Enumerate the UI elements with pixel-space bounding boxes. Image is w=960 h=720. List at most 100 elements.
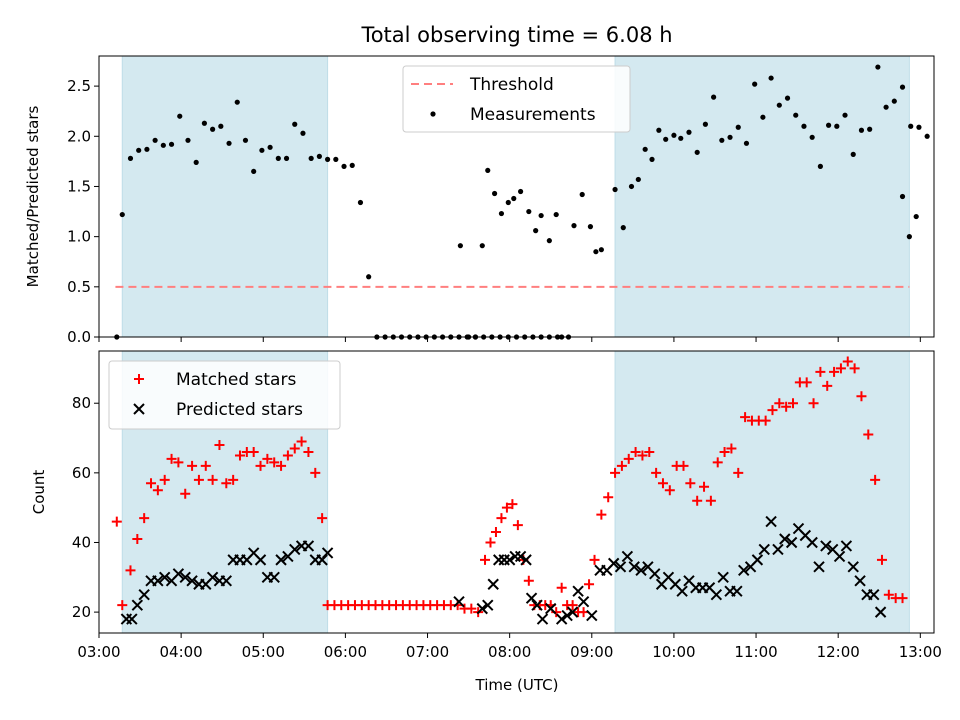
predicted-star-point bbox=[453, 595, 465, 608]
matched-star-point bbox=[132, 534, 143, 544]
measurement-point bbox=[210, 126, 216, 132]
matched-star-point bbox=[603, 492, 614, 503]
predicted-star-point bbox=[607, 557, 620, 570]
matched-star-point bbox=[863, 429, 874, 440]
matched-star-point bbox=[269, 457, 280, 468]
predicted-star-point bbox=[566, 606, 579, 618]
measurement-point bbox=[333, 156, 339, 162]
matched-star-point bbox=[740, 412, 751, 423]
measurement-point bbox=[218, 123, 224, 129]
measurement-point bbox=[251, 168, 257, 175]
predicted-star-point bbox=[840, 540, 853, 552]
matched-star-point bbox=[152, 485, 163, 496]
measurement-point bbox=[526, 208, 532, 215]
measurement-point bbox=[533, 228, 539, 234]
matched-star-point bbox=[610, 467, 621, 478]
matched-star-point bbox=[829, 366, 840, 377]
measurement-point bbox=[518, 188, 524, 195]
legend-label: Measurements bbox=[470, 105, 596, 125]
predicted-star-point bbox=[785, 536, 798, 549]
legend-box bbox=[402, 65, 631, 133]
matched-star-point bbox=[276, 460, 287, 471]
measurement-point bbox=[649, 156, 655, 162]
predicted-star-point bbox=[487, 578, 499, 590]
measurement-point bbox=[136, 147, 142, 153]
measurement-point bbox=[357, 199, 364, 206]
matched-star-point bbox=[637, 450, 648, 461]
matched-star-point bbox=[221, 478, 232, 489]
predicted-star-point bbox=[316, 554, 328, 566]
matched-star-point bbox=[781, 401, 792, 412]
predicted-star-point bbox=[628, 561, 640, 573]
matched-star-point bbox=[767, 405, 778, 416]
predicted-star-point bbox=[545, 602, 557, 615]
predicted-star-point bbox=[710, 588, 723, 601]
predicted-star-point bbox=[635, 564, 647, 577]
matched-star-point bbox=[296, 436, 307, 447]
bottom-panel: 20 40 60 80 03:00 04:00 05:00 06:00 07:00 08:00 09… bbox=[30, 350, 942, 661]
matched-star-point bbox=[651, 467, 662, 478]
x-tick-label: 13:00 bbox=[899, 643, 942, 661]
legend-label: Matched stars bbox=[176, 370, 296, 390]
measurement-point bbox=[283, 155, 290, 161]
measurement-point bbox=[127, 155, 134, 161]
measurement-point bbox=[144, 146, 150, 152]
measurement-point bbox=[793, 112, 799, 118]
measurement-point bbox=[858, 127, 865, 133]
y-tick-label: 80 bbox=[72, 394, 91, 412]
y-tick-label: 40 bbox=[72, 533, 91, 551]
predicted-star-point bbox=[854, 575, 866, 587]
measurement-point bbox=[694, 149, 700, 155]
shaded-region bbox=[614, 55, 910, 338]
matched-star-point bbox=[507, 499, 518, 510]
measurement-point bbox=[842, 112, 848, 118]
measurement-point bbox=[908, 123, 914, 129]
matched-star-point bbox=[125, 565, 136, 576]
y-tick-label: 2.0 bbox=[67, 127, 91, 145]
matched-star-point bbox=[664, 485, 675, 496]
measurement-point bbox=[906, 234, 912, 240]
measurement-point bbox=[491, 190, 498, 197]
measurement-point bbox=[891, 98, 897, 104]
measurement-point bbox=[267, 144, 273, 150]
matched-star-point bbox=[705, 495, 716, 506]
predicted-star-point bbox=[572, 585, 584, 597]
matched-star-point bbox=[159, 474, 170, 485]
matched-star-point bbox=[234, 450, 245, 461]
measurement-point bbox=[152, 137, 158, 143]
matched-star-point bbox=[480, 554, 491, 565]
measurement-point bbox=[671, 132, 677, 138]
predicted-star-point bbox=[138, 588, 150, 601]
matched-star-point bbox=[596, 509, 607, 520]
measurement-point bbox=[801, 123, 807, 129]
measurement-point bbox=[702, 121, 709, 127]
predicted-star-point bbox=[833, 550, 846, 563]
predicted-star-point bbox=[476, 602, 488, 615]
measurement-point bbox=[160, 142, 166, 148]
predicted-star-point bbox=[751, 554, 764, 566]
matched-star-point bbox=[255, 460, 266, 471]
matched-star-point bbox=[719, 446, 730, 457]
measurement-point bbox=[498, 210, 505, 217]
x-tick-label: 09:00 bbox=[570, 643, 613, 661]
predicted-star-point bbox=[561, 609, 573, 622]
measurement-point bbox=[642, 146, 648, 152]
predicted-star-point bbox=[482, 599, 494, 611]
y-axis-label: Count bbox=[30, 470, 48, 515]
matched-star-point bbox=[883, 589, 894, 600]
matched-star-point bbox=[228, 474, 239, 485]
legend-predicted-swatch bbox=[133, 403, 145, 415]
measurement-point bbox=[511, 195, 517, 202]
measurement-point bbox=[316, 153, 322, 159]
measurement-point bbox=[678, 135, 684, 141]
measurement-point bbox=[817, 163, 823, 169]
matched-star-point bbox=[173, 457, 184, 468]
predicted-star-point bbox=[765, 515, 777, 528]
plot-frame bbox=[98, 55, 935, 338]
measurement-point bbox=[620, 225, 626, 231]
matched-star-point bbox=[842, 356, 853, 367]
measurement-point bbox=[593, 249, 599, 255]
predicted-star-point bbox=[220, 575, 233, 587]
matched-star-point bbox=[685, 478, 696, 489]
